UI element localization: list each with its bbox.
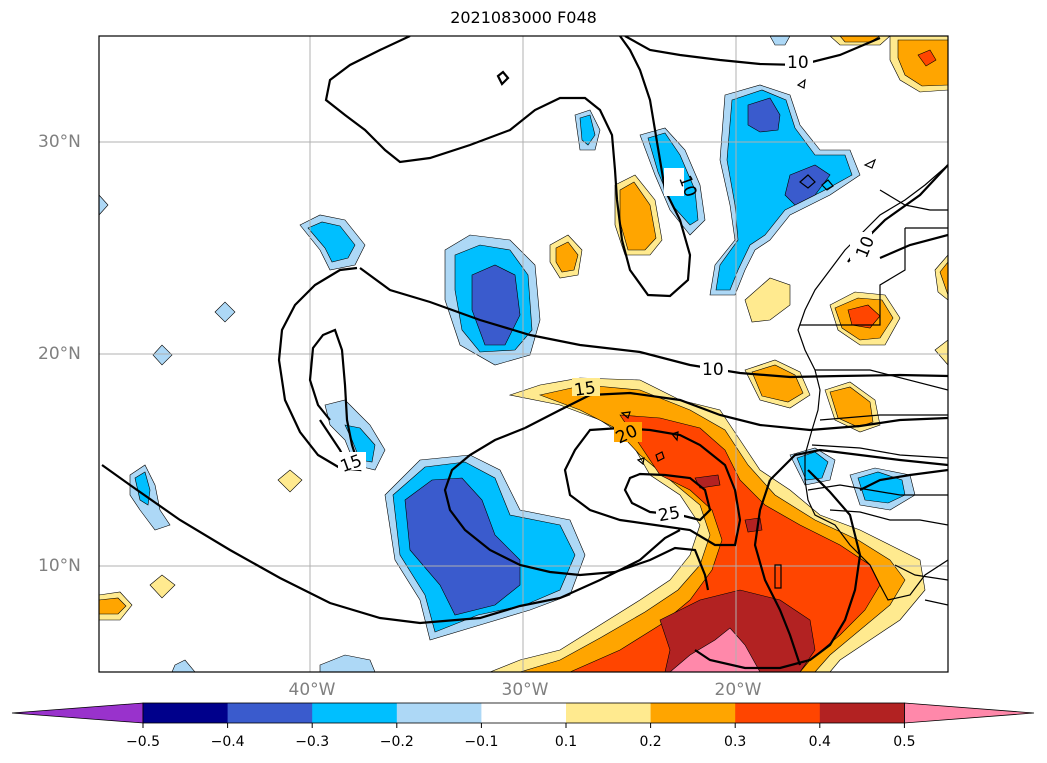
colorbar-segment [650, 703, 736, 723]
colorbar-tick-label: 0.1 [554, 734, 578, 750]
label-bg [572, 378, 600, 396]
map-title: 2021083000 F048 [450, 8, 597, 27]
colorbar-ticks [142, 723, 905, 728]
colorbar-tick-label: −0.4 [210, 734, 245, 750]
contour-label-25: 25 [657, 503, 682, 526]
label-bg [656, 502, 684, 520]
colorbar-arrow-low [11, 702, 144, 724]
lon-label-20w: 20°W [714, 680, 762, 700]
label-bg [700, 359, 728, 377]
lon-label-30w: 30°W [501, 680, 549, 700]
lon-label-40w: 40°W [288, 680, 336, 700]
label-bg [614, 422, 642, 442]
colorbar-segments [11, 702, 1035, 724]
lat-label-10n: 10°N [38, 556, 81, 576]
colorbar-tick-label: −0.5 [126, 734, 160, 750]
positive-shading [99, 36, 948, 672]
colorbar-segment [819, 703, 905, 723]
label-bg [850, 232, 872, 260]
map-frame [98, 35, 949, 673]
map-content: 10 10 10 10 15 15 20 25 [99, 36, 948, 672]
colorbar-tick-label: 0.2 [639, 734, 662, 750]
negative-shading [99, 36, 916, 672]
colorbar-segment [566, 703, 652, 723]
contour-label-10-north: 10 [787, 53, 809, 73]
colorbar-tick-label: −0.1 [464, 734, 499, 750]
label-bg [664, 168, 684, 196]
colorbar-segment [143, 703, 229, 723]
colorbar-segment [481, 703, 567, 723]
colorbar-tick-label: 0.3 [724, 734, 747, 750]
label-bg [785, 52, 813, 70]
contour-lines [101, 36, 948, 670]
colorbar-tick-label: 0.4 [808, 734, 831, 750]
colorbar-arrow-high [904, 702, 1035, 724]
lat-label-30n: 30°N [38, 132, 81, 152]
lat-label-20n: 20°N [38, 344, 81, 364]
colorbar-tick-label: 0.5 [893, 734, 916, 750]
contour-label-10-mid: 10 [702, 360, 724, 380]
colorbar-segment [735, 703, 821, 723]
small-contours [620, 78, 877, 466]
contour-label-15-north: 15 [573, 378, 597, 401]
colorbar-frame [142, 702, 905, 724]
label-bg [338, 452, 366, 470]
colorbar-tick-label: −0.3 [295, 734, 330, 750]
colorbar-tick-label: −0.2 [379, 734, 414, 750]
colorbar-segment [396, 703, 482, 723]
colorbar-segment [312, 703, 398, 723]
colorbar-segment [227, 703, 313, 723]
